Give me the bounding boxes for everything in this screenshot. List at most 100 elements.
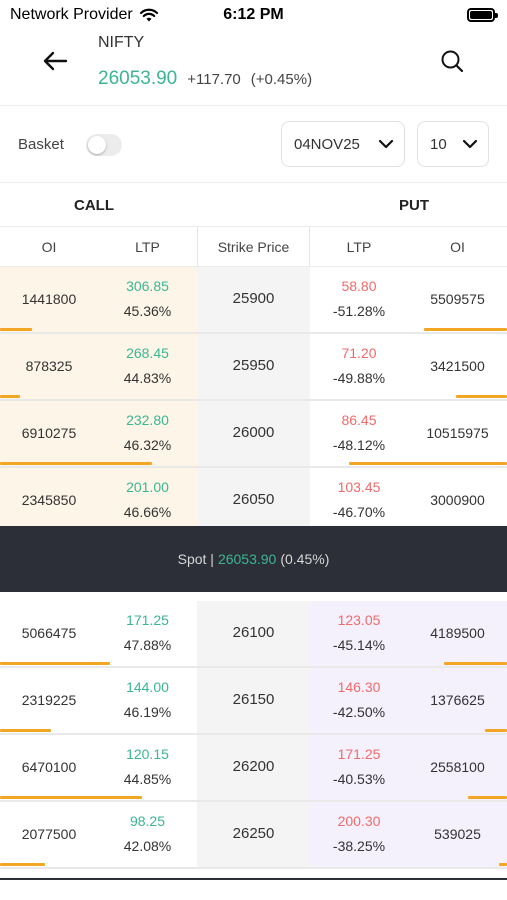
- strike-cell: 26200: [197, 735, 310, 802]
- strike-price: 26250: [232, 825, 275, 842]
- back-button[interactable]: [38, 44, 72, 78]
- option-row[interactable]: 878325 268.45 44.83% 25950 71.20 -49.88% 34215…: [0, 334, 507, 401]
- status-bar: Network Provider 6:12 PM: [0, 0, 507, 30]
- put-ltp: 71.20: [341, 345, 377, 361]
- put-change-pct: -46.70%: [332, 504, 386, 520]
- put-cell[interactable]: 200.30 -38.25% 539025: [310, 802, 507, 869]
- put-cell[interactable]: 86.45 -48.12% 10515975: [310, 401, 507, 468]
- call-oi: 6470100: [21, 759, 77, 775]
- strike-cell: 26100: [197, 601, 310, 668]
- battery-icon: [467, 8, 498, 22]
- column-header: OI LTP Strike Price LTP OI: [0, 227, 507, 267]
- strike-cell: 25900: [197, 267, 310, 334]
- call-cell[interactable]: 2077500 98.25 42.08%: [0, 802, 197, 869]
- row-divider: [0, 399, 507, 401]
- call-cell[interactable]: 1441800 306.85 45.36%: [0, 267, 197, 334]
- call-change-pct: 45.36%: [123, 303, 172, 319]
- call-cell[interactable]: 5066475 171.25 47.88%: [0, 601, 197, 668]
- wifi-icon: [139, 8, 158, 21]
- put-oi: 10515975: [426, 425, 489, 441]
- call-change-pct: 44.83%: [123, 370, 172, 386]
- spot-label: Spot |: [177, 551, 214, 567]
- put-ltp: 58.80: [341, 278, 377, 294]
- option-row[interactable]: 1441800 306.85 45.36% 25900 58.80 -51.28% 5509…: [0, 267, 507, 334]
- put-oi: 3000900: [430, 492, 485, 508]
- option-row[interactable]: 6910275 232.80 46.32% 26000 86.45 -48.12% 1051…: [0, 401, 507, 468]
- option-row[interactable]: 5066475 171.25 47.88% 26100 123.05 -45.14% 418…: [0, 601, 507, 668]
- put-cell[interactable]: 71.20 -49.88% 3421500: [310, 334, 507, 401]
- expiry-dropdown[interactable]: 04NOV25: [281, 121, 405, 167]
- call-cell[interactable]: 878325 268.45 44.83%: [0, 334, 197, 401]
- call-change-pct: 46.19%: [123, 704, 172, 720]
- call-oi-bar: [0, 395, 20, 398]
- call-ltp-header: LTP: [135, 239, 160, 255]
- put-ltp: 123.05: [337, 612, 381, 628]
- option-row[interactable]: 2077500 98.25 42.08% 26250 200.30 -38.25% 5390…: [0, 802, 507, 869]
- call-oi: 2345850: [21, 492, 77, 508]
- put-oi-bar: [349, 462, 507, 465]
- strike-cell: 26250: [197, 802, 310, 869]
- put-cell[interactable]: 103.45 -46.70% 3000900: [310, 468, 507, 535]
- carrier: Network Provider: [10, 6, 159, 24]
- put-cell[interactable]: 58.80 -51.28% 5509575: [310, 267, 507, 334]
- call-ltp: 120.15: [126, 746, 169, 762]
- put-cell[interactable]: 123.05 -45.14% 4189500: [310, 601, 507, 668]
- call-oi-header: OI: [41, 239, 57, 255]
- call-oi: 1441800: [21, 291, 77, 307]
- instrument-change-pct: (+0.45%): [250, 71, 313, 88]
- instrument-change: +117.70: [187, 71, 241, 88]
- search-icon: [441, 50, 464, 73]
- put-oi-bar: [444, 662, 507, 665]
- strike-price: 26200: [232, 758, 275, 775]
- put-change-pct: -48.12%: [332, 437, 386, 453]
- strike-price: 26100: [232, 624, 275, 641]
- put-change-pct: -42.50%: [332, 704, 386, 720]
- call-ltp: 144.00: [126, 679, 169, 695]
- put-cell[interactable]: 171.25 -40.53% 2558100: [310, 735, 507, 802]
- put-cell[interactable]: 146.30 -42.50% 1376625: [310, 668, 507, 735]
- call-oi: 2077500: [21, 826, 77, 842]
- call-oi-bar: [0, 863, 46, 866]
- call-ltp: 201.00: [126, 479, 169, 495]
- bottom-divider: [0, 878, 507, 880]
- search-button[interactable]: [435, 44, 469, 78]
- call-oi-bar: [0, 729, 52, 732]
- basket-toggle[interactable]: [86, 134, 122, 156]
- strike-price: 26050: [232, 491, 275, 508]
- basket-toggle-knob: [88, 136, 106, 154]
- option-row[interactable]: 6470100 120.15 44.85% 26200 171.25 -40.53% 255…: [0, 735, 507, 802]
- strike-count-dropdown[interactable]: 10: [417, 121, 489, 167]
- call-oi: 6910275: [21, 425, 77, 441]
- strike-price: 25950: [232, 357, 275, 374]
- call-oi-bar: [0, 796, 142, 799]
- row-divider: [0, 666, 507, 668]
- call-change-pct: 44.85%: [123, 771, 172, 787]
- call-change-pct: 47.88%: [123, 637, 172, 653]
- put-oi-header: OI: [450, 239, 465, 255]
- put-oi-bar: [467, 796, 507, 799]
- call-cell[interactable]: 2319225 144.00 46.19%: [0, 668, 197, 735]
- put-oi-bar: [455, 395, 507, 398]
- chevron-down-icon: [462, 139, 478, 149]
- strike-price: 26000: [232, 424, 275, 441]
- call-cell[interactable]: 6910275 232.80 46.32%: [0, 401, 197, 468]
- put-change-pct: -45.14%: [332, 637, 386, 653]
- option-row[interactable]: 2319225 144.00 46.19% 26150 146.30 -42.50% 137…: [0, 668, 507, 735]
- put-ltp: 146.30: [337, 679, 381, 695]
- clock: 6:12 PM: [223, 6, 284, 23]
- put-change-pct: -49.88%: [332, 370, 386, 386]
- put-change-pct: -40.53%: [332, 771, 386, 787]
- strike-header: Strike Price: [217, 239, 290, 255]
- put-side-title: PUT: [399, 197, 429, 214]
- strike-price: 25900: [232, 290, 275, 307]
- option-row[interactable]: 2345850 201.00 46.66% 26050 103.45 -46.70% 300…: [0, 468, 507, 535]
- basket-label: Basket: [18, 136, 64, 153]
- put-change-pct: -51.28%: [332, 303, 386, 319]
- call-ltp: 232.80: [126, 412, 169, 428]
- instrument-ltp: 26053.90: [98, 68, 178, 89]
- call-change-pct: 46.66%: [123, 504, 172, 520]
- call-oi-bar: [0, 462, 152, 465]
- call-cell[interactable]: 2345850 201.00 46.66%: [0, 468, 197, 535]
- row-divider: [0, 800, 507, 802]
- call-cell[interactable]: 6470100 120.15 44.85%: [0, 735, 197, 802]
